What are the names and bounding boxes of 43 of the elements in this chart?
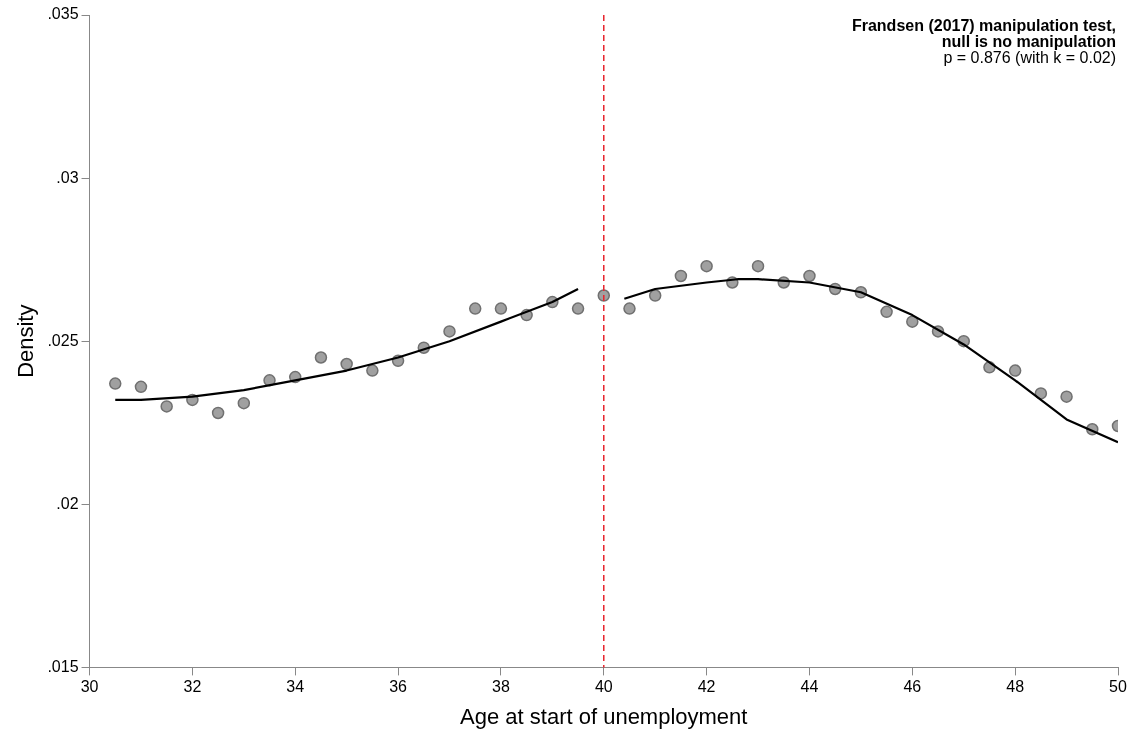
point: [1008, 364, 1022, 377]
point: [648, 289, 662, 302]
point: [906, 315, 919, 328]
x-tick-label: 48: [1006, 678, 1025, 696]
x-tick-label: 34: [286, 678, 305, 696]
annotation: Frandsen (2017) manipulation test,: [851, 17, 1116, 35]
point: [468, 302, 482, 315]
point: [494, 302, 508, 315]
point: [237, 396, 251, 410]
point: [109, 377, 122, 390]
x-tick-label: 40: [594, 678, 613, 696]
x-tick-label: 50: [1109, 678, 1127, 696]
point: [1060, 390, 1073, 403]
point: [571, 302, 585, 315]
y-tick-label: .02: [56, 494, 79, 512]
x-axis-title: Age at start of unemployment: [460, 703, 748, 729]
y-tick-label: .03: [56, 168, 79, 186]
point: [623, 302, 636, 315]
point: [340, 357, 353, 371]
point: [314, 351, 328, 364]
point: [160, 400, 173, 413]
x-tick-label: 30: [80, 678, 99, 696]
y-tick-label: .015: [47, 657, 79, 675]
point: [366, 364, 379, 377]
point: [880, 305, 893, 319]
y-axis-title: Density: [13, 304, 39, 378]
point: [443, 325, 456, 338]
annotation: p = 0.876 (with k = 0.02): [943, 49, 1116, 67]
y-tick-label: .035: [47, 5, 79, 23]
point: [751, 259, 765, 273]
x-tick-label: 44: [800, 678, 819, 696]
point: [674, 269, 688, 283]
y-tick-label: .025: [47, 331, 79, 349]
point: [134, 380, 148, 394]
x-tick-label: 36: [389, 678, 408, 696]
x-tick-label: 46: [903, 678, 922, 696]
x-tick-label: 38: [492, 678, 510, 696]
x-tick-label: 42: [697, 678, 716, 696]
point: [803, 269, 816, 283]
point: [700, 259, 713, 273]
x-tick-label: 32: [183, 678, 202, 696]
point: [211, 406, 225, 420]
annotation: null is no manipulation: [941, 33, 1116, 51]
